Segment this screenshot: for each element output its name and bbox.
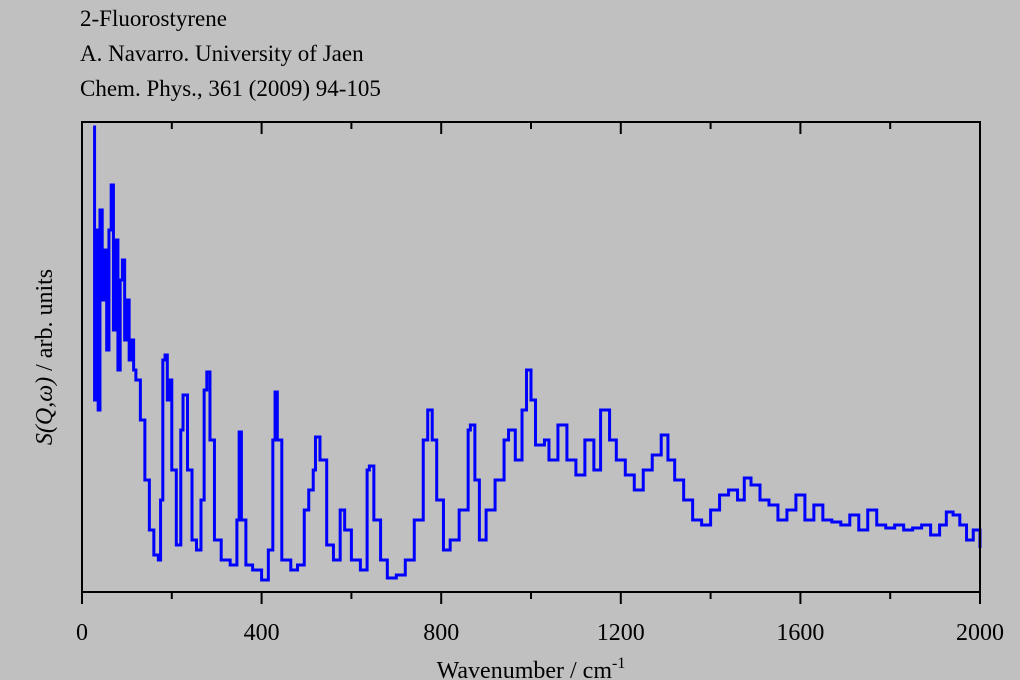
- x-tick-label: 1600: [776, 620, 824, 646]
- x-tick-label: 400: [244, 620, 280, 646]
- x-tick-label: 2000: [956, 620, 1004, 646]
- title-line: 2-Fluorostyrene: [80, 6, 227, 31]
- x-tick-label: 800: [423, 620, 459, 646]
- x-tick-label: 1200: [597, 620, 645, 646]
- title-line: A. Navarro. University of Jaen: [80, 41, 364, 66]
- x-axis-label: Wavenumber / cm-1: [437, 655, 626, 680]
- y-label-math: S(Q,ω): [32, 377, 58, 445]
- x-label-sup: -1: [612, 655, 625, 672]
- x-label-text: Wavenumber / cm: [437, 658, 613, 680]
- title-line: Chem. Phys., 361 (2009) 94-105: [80, 76, 381, 101]
- y-label-text: / arb. units: [32, 269, 58, 377]
- y-axis-label: S(Q,ω) / arb. units: [32, 269, 58, 445]
- spectrum-line: [93, 125, 982, 582]
- x-tick-label: 0: [76, 620, 88, 646]
- plot-frame: [81, 121, 981, 593]
